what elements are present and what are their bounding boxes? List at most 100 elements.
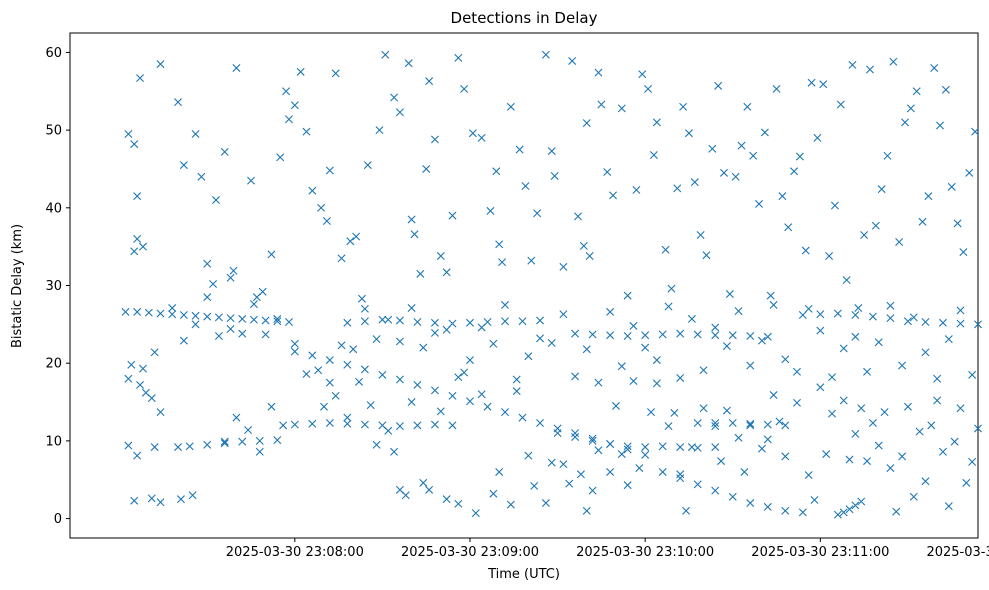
data-point-clutter — [649, 150, 658, 159]
data-point-track-k-12km — [693, 419, 702, 428]
y-axis-label: Bistatic Delay (km) — [10, 224, 25, 348]
data-point-clutter — [565, 479, 574, 488]
data-point-track-e-24km — [588, 330, 597, 339]
data-point-clutter — [778, 192, 787, 201]
data-point-clutter — [410, 230, 419, 239]
data-point-clutter — [746, 361, 755, 370]
data-point-clutter — [419, 343, 428, 352]
data-point-clutter — [232, 63, 241, 72]
data-point-clutter — [150, 443, 159, 452]
data-point-clutter — [775, 417, 784, 426]
data-point-clutter — [574, 212, 583, 221]
data-point-clutter — [498, 258, 507, 267]
data-point-clutter — [839, 344, 848, 353]
data-point-track-d-25km — [518, 317, 527, 326]
data-point-track-e-24km — [746, 332, 755, 340]
data-point-clutter — [857, 404, 866, 413]
data-point-clutter — [536, 334, 545, 343]
data-point-track-e-24km — [763, 332, 772, 341]
data-point-clutter — [956, 306, 965, 315]
data-point-clutter — [699, 366, 708, 375]
data-point-track-b-descending — [658, 467, 667, 476]
data-point-track-f-26km — [868, 312, 877, 321]
data-point-clutter — [883, 151, 892, 160]
data-point-clutter — [290, 339, 299, 348]
data-point-track-g-25km — [974, 320, 982, 329]
data-point-track-h-12km — [308, 419, 317, 428]
data-point-clutter — [136, 380, 145, 389]
data-point-clutter — [346, 237, 355, 246]
data-point-clutter — [938, 447, 947, 456]
data-point-track-a-start — [179, 311, 188, 320]
data-point-clutter — [851, 332, 860, 341]
data-point-clutter — [486, 206, 495, 215]
data-point-clutter — [807, 78, 816, 87]
data-point-clutter — [711, 323, 720, 332]
data-point-clutter — [647, 408, 655, 417]
data-point-track-h-12km — [395, 422, 404, 431]
data-point-clutter — [247, 176, 256, 185]
data-point-clutter — [320, 402, 328, 411]
data-point-clutter — [933, 396, 942, 405]
data-point-clutter — [708, 144, 717, 153]
data-point-track-b-descending — [518, 413, 527, 422]
data-point-track-k-12km — [763, 420, 772, 429]
data-point-clutter — [130, 496, 139, 505]
data-point-track-d-25km — [430, 318, 439, 327]
data-point-track-i-9km — [255, 436, 264, 445]
y-tick-label: 60 — [45, 46, 62, 61]
data-point-clutter — [136, 74, 145, 83]
data-point-clutter — [390, 447, 399, 456]
data-point-clutter — [924, 192, 933, 201]
data-point-clutter — [722, 342, 731, 351]
data-point-clutter — [594, 68, 603, 77]
data-point-clutter — [886, 464, 895, 473]
data-point-clutter — [530, 481, 539, 490]
data-point-clutter — [390, 93, 399, 102]
data-point-track-h-12km — [448, 421, 457, 430]
data-point-clutter — [676, 373, 685, 382]
data-point-clutter — [623, 481, 632, 490]
data-point-clutter — [956, 404, 965, 413]
data-point-clutter — [644, 84, 653, 93]
data-point-clutter — [690, 178, 699, 187]
data-point-track-j-10km — [658, 442, 667, 451]
data-point-clutter — [477, 323, 486, 332]
data-point-clutter — [454, 499, 463, 508]
data-point-clutter — [541, 499, 550, 508]
data-point-clutter — [442, 495, 451, 504]
data-point-clutter — [547, 339, 556, 347]
data-point-clutter — [965, 168, 974, 177]
data-point-track-b-descending — [641, 450, 650, 459]
data-point-clutter — [609, 191, 618, 200]
data-point-clutter — [676, 470, 685, 479]
data-point-track-a-start — [273, 317, 282, 326]
data-point-clutter — [968, 370, 977, 379]
data-point-track-j-10km — [553, 429, 562, 438]
data-point-track-b-descending — [483, 402, 492, 411]
data-point-clutter — [898, 452, 907, 461]
data-point-track-j-10km — [623, 442, 632, 451]
data-point-clutter — [337, 341, 346, 350]
data-point-clutter — [150, 348, 159, 357]
data-point-track-c-rising — [839, 508, 848, 517]
data-point-clutter — [836, 100, 845, 109]
data-point-clutter — [395, 337, 404, 346]
data-point-clutter — [755, 199, 764, 208]
data-point-track-b-descending — [728, 492, 737, 501]
data-point-clutter — [156, 498, 165, 507]
data-point-track-h-12km — [413, 421, 422, 430]
data-point-clutter — [454, 53, 463, 62]
data-point-track-i-9km — [203, 440, 212, 449]
data-point-clutter — [760, 128, 769, 137]
data-point-clutter — [422, 164, 431, 173]
data-point-clutter — [959, 248, 968, 257]
data-point-track-h-12km — [430, 420, 439, 429]
data-point-clutter — [139, 242, 147, 251]
data-point-track-b-descending — [571, 429, 580, 438]
plot-area — [69, 32, 982, 539]
data-point-clutter — [448, 211, 457, 220]
data-point-clutter — [296, 67, 305, 76]
data-point-clutter — [521, 182, 530, 191]
